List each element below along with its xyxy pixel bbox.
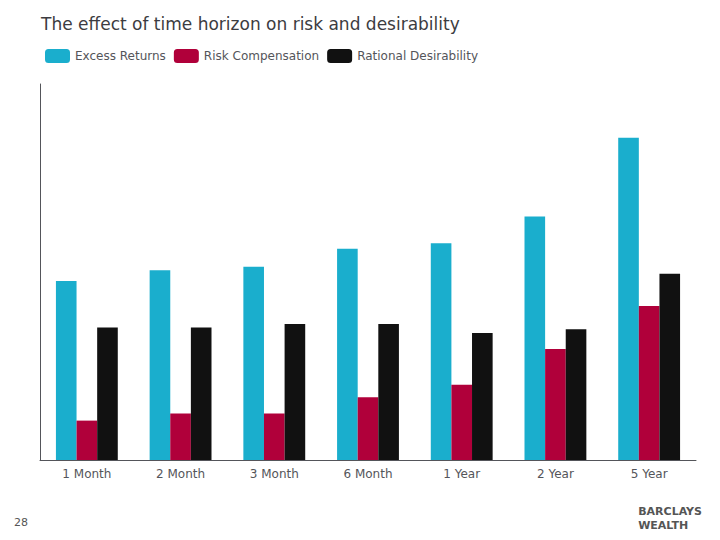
svg-text:The effect of time horizon on: The effect of time horizon on risk and d… [40,14,460,34]
svg-text:1 Year: 1 Year [443,467,480,481]
svg-text:BARCLAYS: BARCLAYS [638,505,702,518]
svg-text:WEALTH: WEALTH [638,519,688,532]
svg-text:2 Month: 2 Month [156,467,205,481]
svg-text:28: 28 [14,516,28,529]
svg-text:1 Month: 1 Month [62,467,111,481]
svg-text:Excess Returns: Excess Returns [75,49,166,63]
svg-text:Rational Desirability: Rational Desirability [357,49,478,63]
svg-text:Risk Compensation: Risk Compensation [204,49,319,63]
svg-text:3 Month: 3 Month [250,467,299,481]
svg-text:5 Year: 5 Year [631,467,668,481]
svg-text:6 Month: 6 Month [343,467,392,481]
svg-text:2 Year: 2 Year [537,467,574,481]
